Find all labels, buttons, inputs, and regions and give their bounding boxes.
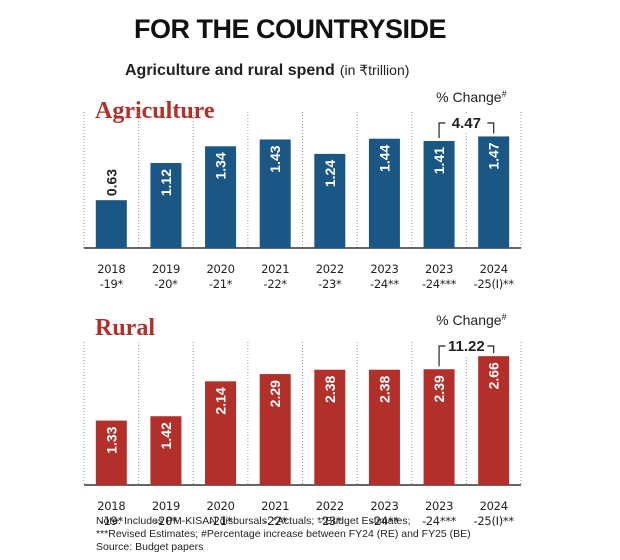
x-tick-label: 2024 -25(I)** [473, 499, 515, 528]
bar [314, 369, 346, 485]
x-tick-label: 2019 -20* [151, 499, 180, 528]
value-label: 2.14 [213, 387, 229, 414]
value-label: 2.29 [267, 380, 283, 407]
bar [205, 146, 237, 248]
subtitle: Agriculture and rural spend (in ₹trillion… [125, 62, 409, 79]
bar [259, 139, 291, 248]
bar [478, 136, 510, 248]
change-bg [445, 114, 488, 132]
change-label-text: % Change [436, 312, 502, 328]
x-tick-label: 2022 -23* [315, 499, 344, 528]
change-label-mark: # [502, 312, 507, 322]
bar [259, 374, 291, 485]
chart-title: Rural [95, 315, 155, 341]
bar [150, 162, 182, 248]
bar [95, 420, 127, 485]
bar [423, 140, 455, 248]
page-title: FOR THE COUNTRYSIDE [134, 14, 446, 44]
x-tick-label: 2019 -20* [151, 262, 180, 291]
x-tick-label: 2023 -24*** [421, 499, 457, 528]
value-label: 1.33 [103, 426, 119, 453]
bar [314, 153, 346, 248]
value-label: 1.24 [322, 160, 338, 187]
value-label: 1.47 [486, 142, 502, 169]
note: ***Revised Estimates; #Percentage increa… [96, 528, 471, 540]
x-tick-label: 2023 -24** [370, 499, 399, 528]
value-label: 1.12 [158, 169, 174, 196]
value-label: 1.41 [431, 147, 447, 174]
x-tick-label: 2023 -24** [370, 262, 399, 291]
x-tick-label: 2021 -22* [261, 262, 290, 291]
bar [368, 138, 400, 248]
bar [368, 369, 400, 485]
change-label: % Change# [436, 89, 506, 105]
change-label-text: % Change [436, 89, 502, 105]
bar [423, 369, 455, 485]
value-label: 2.38 [322, 376, 338, 403]
x-tick-label: 2020 -21* [206, 499, 235, 528]
x-tick-label: 2023 -24*** [421, 262, 457, 291]
value-label: 1.44 [376, 144, 392, 171]
value-label: 2.39 [431, 375, 447, 402]
x-tick-label: 2020 -21* [206, 262, 235, 291]
value-label: 1.34 [213, 152, 229, 179]
bar [150, 416, 182, 485]
value-label: 2.66 [486, 362, 502, 389]
bar [205, 381, 237, 485]
change-value: 11.22 [448, 338, 485, 355]
change-bg [445, 337, 488, 355]
bar [478, 356, 510, 485]
value-label: 1.43 [267, 145, 283, 172]
x-tick-label: 2018 -19* [97, 499, 126, 528]
x-tick-label: 2024 -25(I)** [473, 262, 515, 291]
value-label: 2.38 [376, 376, 392, 403]
bar [95, 200, 127, 248]
subtitle-text: Agriculture and rural spend [125, 62, 335, 79]
change-label-mark: # [502, 89, 507, 99]
x-tick-label: 2022 -23* [315, 262, 344, 291]
x-tick-label: 2018 -19* [97, 262, 126, 291]
note: Source: Budget papers [96, 541, 204, 553]
change-value: 4.47 [452, 115, 481, 132]
change-label: % Change# [436, 312, 506, 328]
chart-title: Agriculture [95, 98, 215, 124]
x-tick-label: 2021 -22* [261, 499, 290, 528]
value-label: 1.42 [158, 422, 174, 449]
value-label: 0.63 [103, 169, 119, 196]
note: Note: Includes PM-KISAN disbursals; *Act… [96, 515, 411, 527]
subtitle-unit: (in ₹trillion) [340, 62, 410, 78]
